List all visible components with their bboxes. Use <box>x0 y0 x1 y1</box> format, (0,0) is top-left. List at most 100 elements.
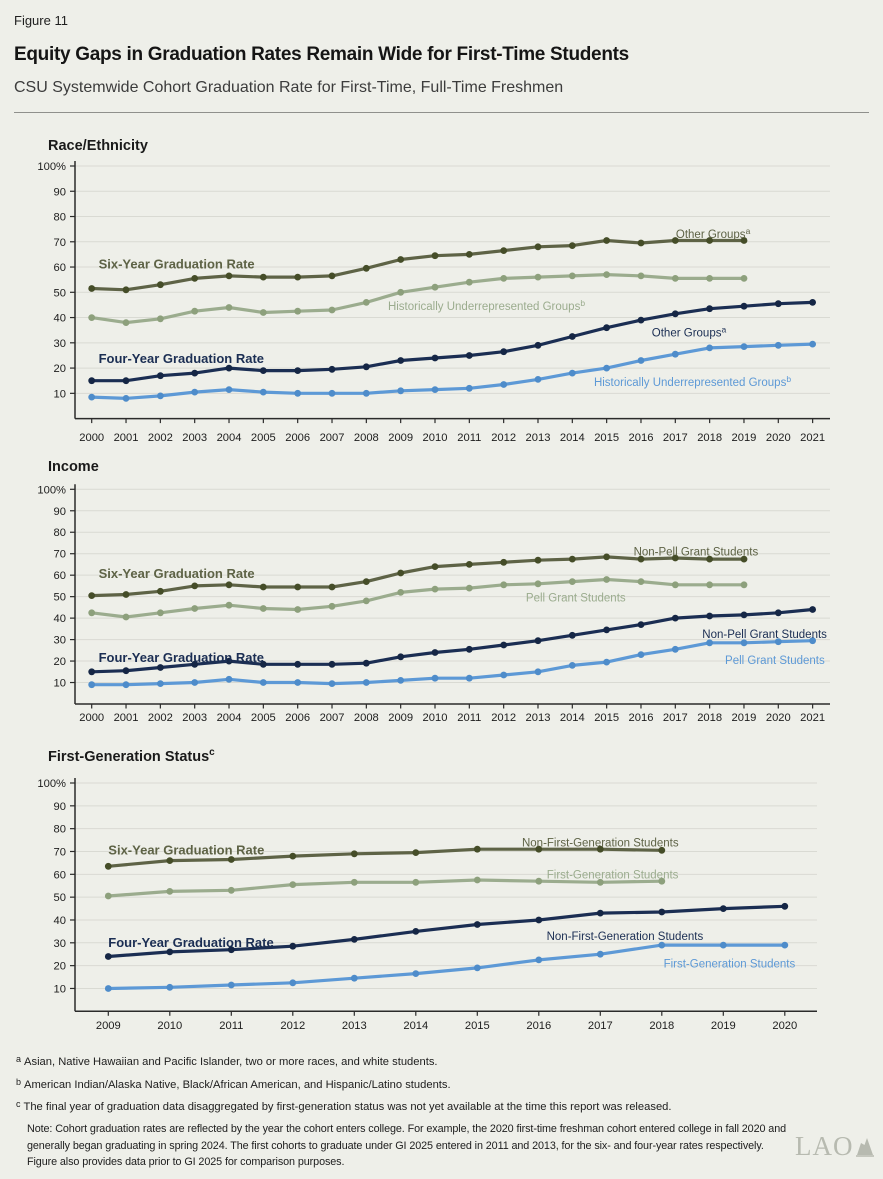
four-year-first-generation-data-point <box>719 941 727 949</box>
x-axis-tick-label: 2000 <box>79 432 104 444</box>
four-year-other-groups-data-point <box>568 333 576 340</box>
four-year-non-pell-data-point <box>500 641 508 649</box>
chart-heading-sup: c <box>209 747 215 758</box>
x-axis-tick-label: 2021 <box>800 432 825 444</box>
six-year-other-groups-data-point <box>122 286 130 294</box>
four-year-historically-underrepresented-data-point <box>225 386 233 393</box>
four-year-historically-underrepresented-data-point <box>603 364 610 372</box>
y-axis-tick-label: 90 <box>54 801 66 813</box>
x-axis-tick-label: 2020 <box>766 712 791 724</box>
series-label: Six-Year Graduation Rate <box>99 257 255 272</box>
four-year-other-groups-data-point <box>774 300 782 308</box>
x-axis-tick-label: 2002 <box>148 712 173 724</box>
x-axis-tick-label: 2004 <box>217 432 242 444</box>
x-axis-tick-label: 2016 <box>629 712 654 724</box>
y-axis-tick-label: 100% <box>37 161 66 173</box>
chart-heading-first-generation: First-Generation Statusc <box>48 747 215 765</box>
six-year-other-groups-data-point <box>500 247 508 255</box>
six-year-pell-data-point <box>603 576 610 583</box>
y-axis-tick-label: 10 <box>54 983 66 995</box>
six-year-pell-data-point <box>88 609 96 617</box>
four-year-other-groups-data-point <box>328 365 336 373</box>
series-label: Non-Pell Grant Students <box>634 547 759 559</box>
four-year-non-pell-data-point <box>259 660 267 668</box>
four-year-pell-data-point <box>157 680 164 687</box>
four-year-pell-data-point <box>534 668 542 676</box>
six-year-other-groups-data-point <box>671 237 679 244</box>
four-year-other-groups-data-point <box>362 363 370 371</box>
four-year-non-pell-data-point <box>191 660 199 668</box>
y-axis-tick-label: 100% <box>37 778 66 790</box>
six-year-historically-underrepresented-data-point <box>603 271 610 278</box>
series-label: Four-Year Graduation Rate <box>108 935 273 950</box>
footnote-marker: c <box>16 1099 21 1109</box>
six-year-other-groups-data-point <box>88 285 96 292</box>
six-year-pell-data-point <box>706 581 713 589</box>
x-axis-tick-label: 2011 <box>457 432 481 444</box>
x-axis-tick-label: 2002 <box>148 432 173 444</box>
six-year-other-groups-data-point <box>740 237 748 244</box>
x-axis-tick-label: 2011 <box>219 1020 243 1032</box>
four-year-historically-underrepresented-data-point <box>362 389 370 397</box>
six-year-historically-underrepresented-data-point <box>534 273 542 281</box>
x-axis-tick-label: 2012 <box>491 432 516 444</box>
six-year-historically-underrepresented-data-point <box>500 275 508 282</box>
four-year-pell-data-point <box>500 671 508 679</box>
six-year-pell-data-point <box>294 606 302 613</box>
four-year-non-pell-data-point <box>740 611 748 619</box>
y-axis-tick-label: 40 <box>54 915 66 927</box>
four-year-non-pell-data-point <box>157 664 164 671</box>
lao-logo-text: LAO <box>795 1131 854 1161</box>
footnote-text: The final year of graduation data disagg… <box>23 1101 672 1113</box>
six-year-other-groups-data-point <box>157 281 164 289</box>
four-year-historically-underrepresented-data-point <box>809 340 816 348</box>
six-year-pell-data-point <box>157 609 164 617</box>
four-year-non-pell-data-point <box>431 649 439 656</box>
six-year-historically-underrepresented-data-point <box>362 299 370 306</box>
x-axis-tick-label: 2008 <box>354 712 379 724</box>
four-year-non-pell-line <box>90 607 815 674</box>
four-year-historically-underrepresented-data-point <box>740 343 748 350</box>
six-year-pell-data-point <box>568 578 576 585</box>
four-year-non-pell-data-point <box>362 659 370 667</box>
six-year-non-pell-data-point <box>362 578 370 585</box>
series-label: Four-Year Graduation Rate <box>99 650 264 665</box>
x-axis-tick-label: 2009 <box>388 432 413 444</box>
six-year-non-pell-data-point <box>88 592 96 599</box>
four-year-other-groups-data-point <box>740 302 748 310</box>
four-year-non-pell-data-point <box>671 614 679 622</box>
four-year-historically-underrepresented-data-point <box>671 350 679 358</box>
six-year-non-pell-data-point <box>294 583 302 591</box>
six-year-other-groups-data-point <box>637 239 645 247</box>
six-year-other-groups-data-point <box>534 243 542 251</box>
four-year-non-pell-data-point <box>706 612 713 620</box>
six-year-non-first-generation-data-point <box>535 845 543 853</box>
x-axis-tick-label: 2015 <box>594 432 619 444</box>
six-year-pell-data-point <box>465 584 473 592</box>
four-year-non-first-generation-data-point <box>350 936 358 943</box>
x-axis-tick-label: 2012 <box>280 1020 305 1032</box>
lao-logo: LAO <box>795 1129 875 1164</box>
x-axis-tick-label: 2012 <box>491 712 516 724</box>
y-axis-tick-label: 80 <box>54 527 66 539</box>
four-year-historically-underrepresented-data-point <box>157 392 164 400</box>
four-year-pell-data-point <box>431 674 439 682</box>
four-year-pell-data-point <box>568 662 576 669</box>
four-year-historically-underrepresented-data-point <box>774 341 782 349</box>
four-year-historically-underrepresented-data-point <box>191 388 199 396</box>
six-year-historically-underrepresented-data-point <box>706 275 713 282</box>
four-year-historically-underrepresented-data-point <box>706 344 713 352</box>
six-year-pell-data-point <box>259 605 267 612</box>
lao-logo-emblem-icon <box>855 1133 875 1164</box>
four-year-other-groups-data-point <box>157 372 164 380</box>
chart-heading-race-ethnicity: Race/Ethnicity <box>48 136 148 154</box>
four-year-non-pell-data-point <box>603 626 610 634</box>
y-axis-tick-label: 10 <box>54 678 66 690</box>
x-axis-tick-label: 2010 <box>423 432 448 444</box>
four-year-historically-underrepresented-data-point <box>328 389 336 397</box>
six-year-historically-underrepresented-data-point <box>637 272 645 280</box>
six-year-other-groups-data-point <box>397 256 405 263</box>
six-year-other-groups-data-point <box>568 242 576 250</box>
